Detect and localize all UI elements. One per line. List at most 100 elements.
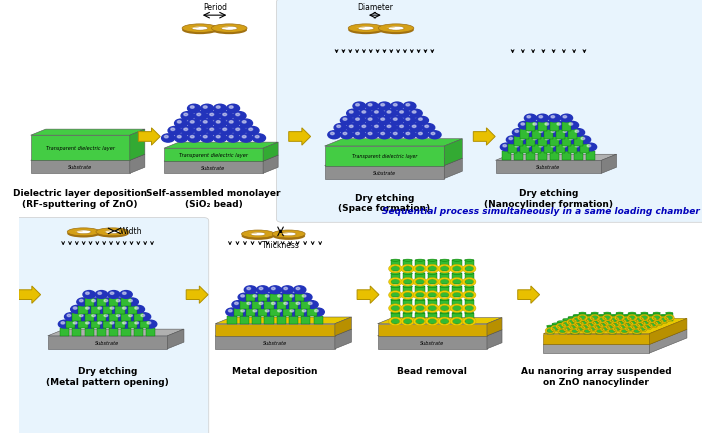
Bar <box>427 260 437 271</box>
Circle shape <box>203 107 207 109</box>
Circle shape <box>174 135 188 143</box>
Ellipse shape <box>596 325 603 327</box>
Circle shape <box>116 315 120 317</box>
Circle shape <box>83 291 96 299</box>
Ellipse shape <box>96 228 129 236</box>
Circle shape <box>533 138 536 140</box>
Circle shape <box>330 133 334 135</box>
Circle shape <box>579 137 591 144</box>
Ellipse shape <box>212 26 247 35</box>
Circle shape <box>539 131 543 133</box>
Circle shape <box>560 129 572 137</box>
Polygon shape <box>215 336 335 349</box>
Circle shape <box>183 129 188 131</box>
Ellipse shape <box>452 273 461 275</box>
Circle shape <box>223 114 226 116</box>
Bar <box>403 274 412 285</box>
Bar <box>415 260 425 271</box>
Circle shape <box>120 306 132 313</box>
Circle shape <box>228 310 232 312</box>
FancyBboxPatch shape <box>13 218 209 434</box>
Circle shape <box>236 129 240 131</box>
Ellipse shape <box>552 323 559 325</box>
Polygon shape <box>335 329 352 349</box>
Circle shape <box>512 129 524 137</box>
Circle shape <box>245 301 257 309</box>
Ellipse shape <box>618 317 625 318</box>
Text: Substrate: Substrate <box>202 165 226 171</box>
Bar <box>604 313 611 321</box>
Circle shape <box>391 103 404 111</box>
Circle shape <box>548 144 560 151</box>
Circle shape <box>209 129 214 131</box>
Bar <box>660 315 667 323</box>
Ellipse shape <box>103 231 112 232</box>
Circle shape <box>563 145 567 148</box>
Bar <box>465 274 474 285</box>
Bar <box>295 309 304 316</box>
Circle shape <box>240 295 245 297</box>
Circle shape <box>563 131 567 133</box>
Circle shape <box>104 300 108 302</box>
Ellipse shape <box>272 233 305 240</box>
Circle shape <box>73 322 77 324</box>
Circle shape <box>96 291 108 299</box>
Text: Dry etching
(Space formation): Dry etching (Space formation) <box>338 194 430 213</box>
Ellipse shape <box>427 299 437 301</box>
Circle shape <box>518 137 531 144</box>
Circle shape <box>557 124 561 126</box>
Ellipse shape <box>581 317 588 318</box>
Ellipse shape <box>575 319 582 320</box>
Polygon shape <box>543 345 650 353</box>
Bar <box>643 317 650 325</box>
Ellipse shape <box>637 319 644 320</box>
Circle shape <box>108 320 120 328</box>
Ellipse shape <box>391 260 400 262</box>
Bar <box>240 316 249 324</box>
Circle shape <box>521 138 524 140</box>
Circle shape <box>238 293 250 301</box>
Ellipse shape <box>644 321 651 322</box>
Text: Self-assembled monolayer
(SiO₂ bead): Self-assembled monolayer (SiO₂ bead) <box>146 189 280 208</box>
Circle shape <box>575 145 579 148</box>
Ellipse shape <box>440 312 449 314</box>
Circle shape <box>555 137 567 144</box>
Ellipse shape <box>568 317 575 318</box>
Circle shape <box>536 144 548 151</box>
Ellipse shape <box>415 312 425 314</box>
Bar <box>628 313 636 321</box>
Bar <box>452 313 461 324</box>
Circle shape <box>381 133 385 135</box>
Circle shape <box>294 301 306 309</box>
Circle shape <box>114 313 126 321</box>
Circle shape <box>515 131 519 133</box>
Bar <box>550 137 559 147</box>
Circle shape <box>288 309 299 316</box>
Circle shape <box>86 293 89 295</box>
Circle shape <box>548 115 560 122</box>
Circle shape <box>86 322 89 324</box>
Bar <box>625 319 632 327</box>
Circle shape <box>101 298 114 306</box>
Circle shape <box>290 295 294 297</box>
Circle shape <box>141 315 145 317</box>
Bar <box>452 260 461 271</box>
Circle shape <box>89 298 101 306</box>
Bar <box>103 306 112 314</box>
Circle shape <box>281 301 294 309</box>
Circle shape <box>253 310 257 312</box>
Ellipse shape <box>465 260 474 262</box>
Ellipse shape <box>403 299 412 301</box>
Circle shape <box>96 306 108 313</box>
Circle shape <box>404 117 416 125</box>
Circle shape <box>567 122 579 130</box>
Polygon shape <box>325 147 444 166</box>
Polygon shape <box>31 155 145 161</box>
Circle shape <box>77 298 89 306</box>
Bar <box>647 315 655 323</box>
Polygon shape <box>543 334 650 345</box>
Polygon shape <box>650 329 687 353</box>
Bar <box>427 274 437 285</box>
Ellipse shape <box>415 299 425 301</box>
Bar <box>127 306 137 314</box>
